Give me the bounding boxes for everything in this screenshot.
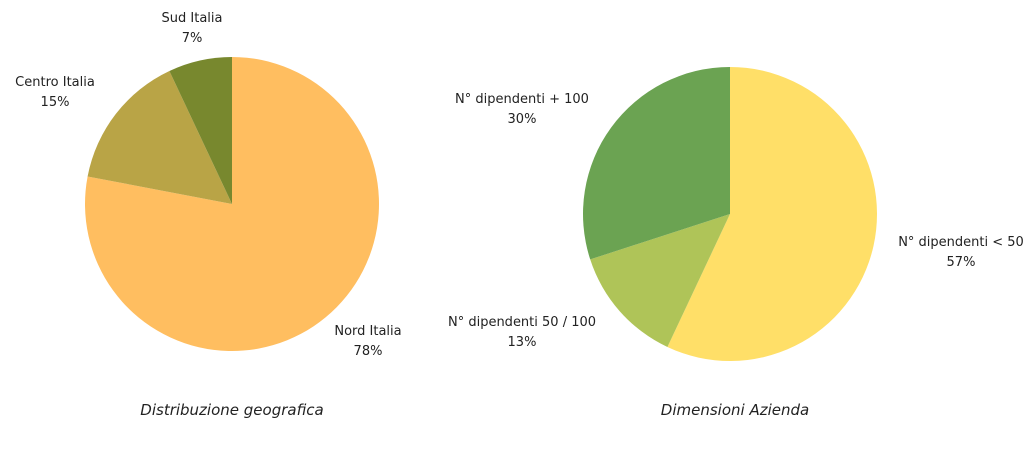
pie-slice-sud-italia (169, 57, 232, 204)
slice-name: N° dipendenti 50 / 100 (447, 315, 597, 330)
slice-name: N° dipendenti + 100 (455, 92, 589, 107)
pie-slice-n-dipendenti-100 (583, 67, 730, 260)
slice-name: N° dipendenti < 50 (898, 235, 1024, 250)
slice-label-dipendenti-50-100: N° dipendenti 50 / 100 13% (448, 313, 596, 353)
pie-chart-distribuzione-geografica: Nord Italia 78% Centro Italia 15% Sud It… (0, 0, 500, 464)
pie-plot-area (85, 57, 380, 351)
pie-slice-centro-italia (87, 70, 232, 205)
slice-label-centro-italia: Centro Italia 15% (15, 73, 95, 113)
pie-slice-nord-italia (85, 57, 380, 351)
chart-title: Dimensioni Azienda (660, 401, 810, 419)
slice-percent: 30% (507, 112, 537, 127)
chart-title: Distribuzione geografica (140, 401, 324, 419)
slice-percent: 57% (946, 255, 976, 270)
slice-percent: 15% (40, 95, 70, 110)
slice-label-dipendenti-plus-100: N° dipendenti + 100 30% (455, 90, 589, 130)
pie-chart-dimensioni-azienda: N° dipendenti < 50 57% N° dipendenti 50 … (448, 0, 1024, 464)
slice-label-nord-italia: Nord Italia 78% (334, 322, 401, 362)
pie-slice-n-dipendenti-50 (667, 67, 877, 361)
slice-percent: 13% (507, 335, 537, 350)
pie-plot-area (583, 67, 877, 361)
slice-percent: 7% (181, 31, 203, 46)
slice-percent: 78% (353, 344, 383, 359)
slice-name: Sud Italia (161, 11, 223, 26)
slice-name: Centro Italia (15, 75, 95, 90)
pie-slice-n-dipendenti-50-100 (590, 214, 730, 348)
slice-label-sud-italia: Sud Italia 7% (162, 9, 223, 49)
slice-name: Nord Italia (334, 324, 402, 339)
slice-label-dipendenti-lt-50: N° dipendenti < 50 57% (898, 233, 1024, 273)
